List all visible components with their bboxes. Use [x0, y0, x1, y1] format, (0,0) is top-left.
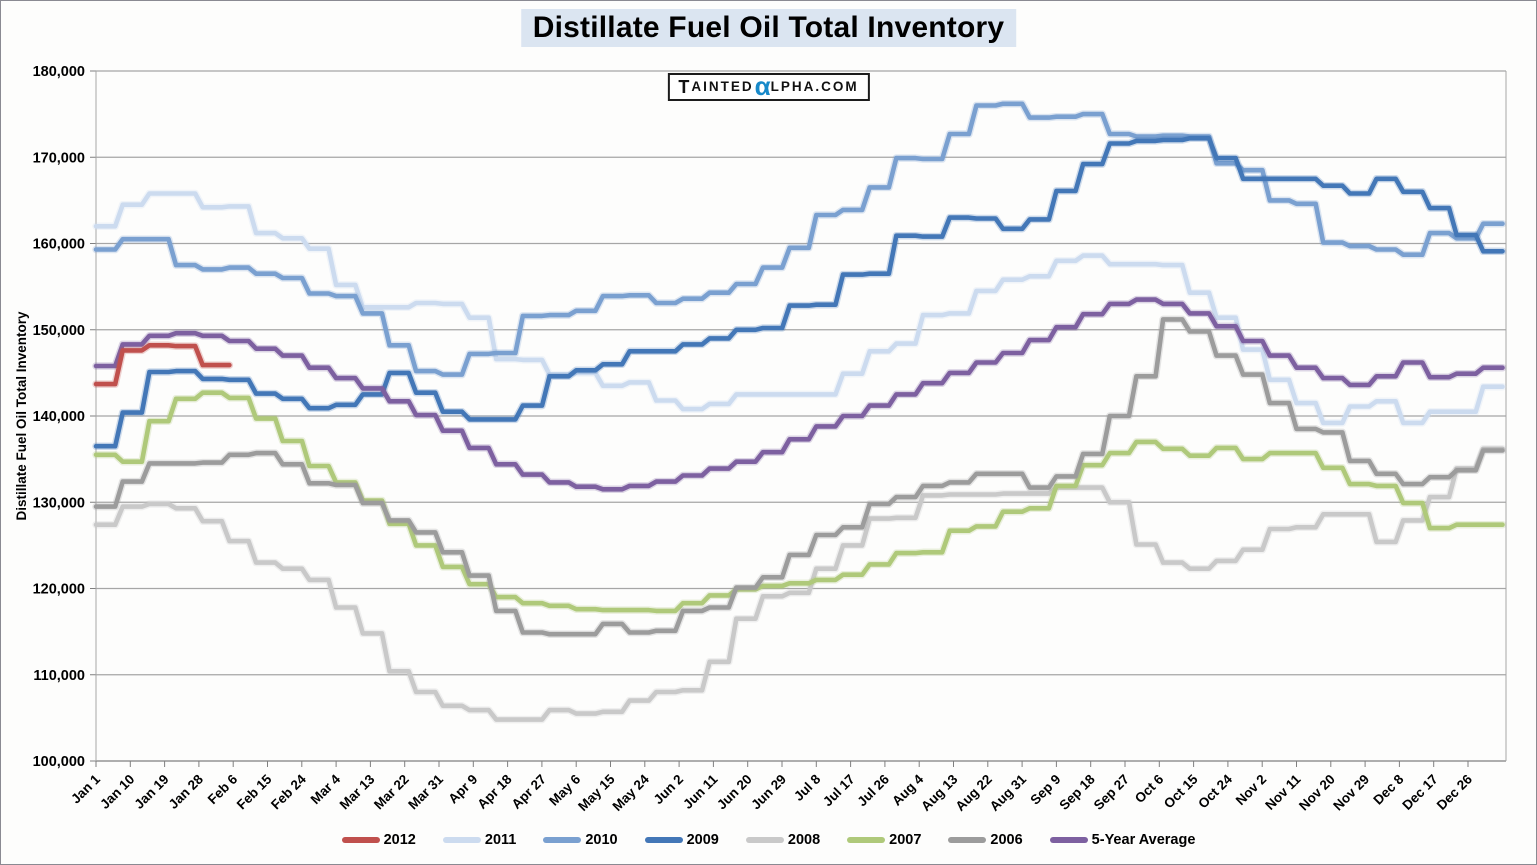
x-tick-label: Jun 20	[714, 772, 755, 813]
x-tick-label: Aug 31	[987, 771, 1030, 814]
legend-item-2011: 2011	[442, 832, 517, 848]
x-tick-label: Jan 10	[97, 772, 137, 812]
x-tick-label: Nov 20	[1296, 772, 1338, 814]
x-tick-label: Aug 22	[952, 772, 994, 814]
series-line-5-Year Average	[93, 297, 1505, 492]
legend-label: 2010	[585, 832, 618, 848]
watermark-text: T	[678, 77, 692, 97]
legend-item-5-Year Average: 5-Year Average	[1049, 832, 1196, 848]
series-line-2009	[93, 136, 1505, 449]
y-tick-label: 160,000	[33, 237, 85, 253]
x-tick-label: Dec 26	[1434, 771, 1476, 813]
series-line-2012	[93, 343, 232, 387]
x-tick-label: Nov 11	[1262, 771, 1304, 813]
watermark-text: AINTED	[691, 79, 754, 94]
x-tick-label: Mar 13	[337, 771, 378, 812]
x-tick-label: Feb 15	[234, 771, 275, 812]
x-tick-label: Oct 24	[1195, 771, 1235, 811]
series-line-2007	[93, 390, 1505, 614]
x-tick-label: Jan 28	[166, 771, 207, 812]
y-tick-label: 170,000	[33, 150, 85, 166]
x-tick-label: Feb 24	[268, 771, 309, 812]
legend-item-2006: 2006	[948, 832, 1023, 848]
legend-swatch-2006	[948, 837, 987, 843]
x-tick-label: Jun 29	[748, 772, 789, 813]
legend-swatch-5-Year Average	[1049, 837, 1088, 843]
x-tick-label: Nov 29	[1330, 772, 1372, 814]
x-tick-label: May 15	[575, 771, 618, 814]
watermark-taintedalpha: T AINTED α LPHA.COM	[667, 71, 870, 101]
legend-swatch-2011	[442, 837, 481, 843]
legend-label: 2011	[484, 832, 517, 848]
x-tick-label: Jan 19	[131, 772, 171, 812]
y-tick-label: 110,000	[33, 668, 85, 684]
x-tick-label: Mar 22	[371, 772, 412, 813]
legend-item-2010: 2010	[543, 832, 618, 848]
y-tick-label: 180,000	[33, 64, 85, 80]
x-tick-label: Aug 13	[918, 771, 961, 814]
legend-label: 2009	[686, 832, 719, 848]
x-tick-label: Mar 31	[405, 771, 446, 812]
series-line-2010	[93, 101, 1505, 377]
watermark-text: LPHA.COM	[770, 79, 859, 94]
x-tick-label: Dec 17	[1399, 772, 1440, 813]
alpha-logo-icon: α	[754, 71, 771, 101]
legend-swatch-2010	[543, 837, 582, 843]
x-tick-label: Jul 17	[820, 772, 858, 810]
x-tick-label: Apr 18	[474, 771, 515, 812]
legend-label: 2008	[787, 832, 821, 848]
y-tick-label: 150,000	[33, 323, 85, 339]
legend-item-2008: 2008	[745, 832, 821, 848]
legend-swatch-2012	[341, 837, 380, 843]
legend-swatch-2009	[644, 837, 683, 843]
legend-label: 2006	[990, 832, 1023, 848]
legend-item-2012: 2012	[341, 832, 416, 848]
legend-swatch-2008	[745, 837, 784, 843]
x-tick-label: Jul 8	[791, 771, 824, 804]
y-tick-label: 100,000	[33, 754, 85, 770]
chart-legend: 2012 2011 2010 2009 2008 2007 2006 5-Year Avera…	[1, 832, 1536, 848]
legend-swatch-2007	[847, 837, 886, 843]
legend-item-2007: 2007	[847, 832, 921, 848]
y-axis-title: Distillate Fuel Oil Total Inventory	[14, 311, 29, 521]
x-tick-label: Sep 27	[1091, 772, 1132, 813]
legend-item-2009: 2009	[644, 832, 719, 848]
series-line-2006	[93, 317, 1505, 637]
x-tick-label: May 24	[609, 771, 652, 814]
x-tick-label: Jun 11	[680, 771, 721, 812]
series-line-2011	[93, 191, 1505, 426]
legend-label: 2007	[889, 832, 922, 848]
legend-label: 5-Year Average	[1091, 832, 1196, 848]
chart-title: Distillate Fuel Oil Total Inventory	[520, 9, 1017, 47]
y-tick-label: 120,000	[33, 582, 85, 598]
x-tick-label: Jul 26	[854, 771, 892, 809]
y-tick-label: 130,000	[33, 495, 85, 511]
x-tick-label: Oct 15	[1161, 771, 1201, 811]
series-line-2008	[93, 446, 1505, 722]
legend-label: 2012	[383, 832, 416, 848]
x-tick-label: Apr 27	[509, 772, 549, 812]
y-tick-label: 140,000	[33, 409, 85, 425]
x-tick-label: Sep 18	[1056, 771, 1098, 813]
